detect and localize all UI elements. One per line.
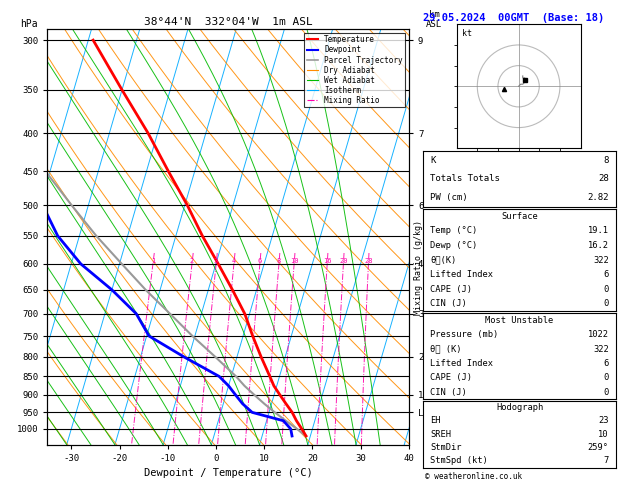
Text: km
ASL: km ASL [426, 10, 442, 29]
Text: Pressure (mb): Pressure (mb) [430, 330, 499, 339]
Text: Surface: Surface [501, 212, 538, 221]
Text: CIN (J): CIN (J) [430, 388, 467, 397]
Text: 0: 0 [603, 388, 609, 397]
Text: 3: 3 [214, 258, 218, 264]
Text: EH: EH [430, 417, 441, 425]
Text: 6: 6 [603, 359, 609, 368]
Text: Totals Totals: Totals Totals [430, 174, 500, 183]
Text: 2.82: 2.82 [587, 193, 609, 202]
Text: Lifted Index: Lifted Index [430, 270, 493, 279]
Text: 29.05.2024  00GMT  (Base: 18): 29.05.2024 00GMT (Base: 18) [423, 13, 604, 23]
Text: 6: 6 [603, 270, 609, 279]
Text: kt: kt [462, 29, 472, 38]
Text: θᴄ (K): θᴄ (K) [430, 345, 462, 353]
Text: K: K [430, 156, 436, 165]
Text: StmDir: StmDir [430, 443, 462, 452]
Text: PW (cm): PW (cm) [430, 193, 468, 202]
Text: Dewp (°C): Dewp (°C) [430, 241, 477, 250]
Text: 0: 0 [603, 373, 609, 382]
Title: 38°44'N  332°04'W  1m ASL: 38°44'N 332°04'W 1m ASL [143, 17, 313, 27]
Text: 322: 322 [593, 256, 609, 264]
Text: 1022: 1022 [587, 330, 609, 339]
Text: 10: 10 [598, 430, 609, 439]
Legend: Temperature, Dewpoint, Parcel Trajectory, Dry Adiabat, Wet Adiabat, Isotherm, Mi: Temperature, Dewpoint, Parcel Trajectory… [304, 33, 405, 107]
Text: 6: 6 [258, 258, 262, 264]
Text: 28: 28 [364, 258, 373, 264]
Text: © weatheronline.co.uk: © weatheronline.co.uk [425, 472, 522, 481]
Text: 259°: 259° [587, 443, 609, 452]
Text: CAPE (J): CAPE (J) [430, 285, 472, 294]
Text: Lifted Index: Lifted Index [430, 359, 493, 368]
Text: Most Unstable: Most Unstable [486, 316, 554, 325]
Text: 8: 8 [603, 156, 609, 165]
Text: 2: 2 [190, 258, 194, 264]
Text: 7: 7 [603, 456, 609, 466]
Text: 19.1: 19.1 [587, 226, 609, 235]
Text: 0: 0 [603, 299, 609, 308]
Text: 8: 8 [277, 258, 281, 264]
Text: 16: 16 [323, 258, 331, 264]
Text: CAPE (J): CAPE (J) [430, 373, 472, 382]
Text: 4: 4 [231, 258, 236, 264]
Text: SREH: SREH [430, 430, 452, 439]
Text: StmSpd (kt): StmSpd (kt) [430, 456, 488, 466]
Text: hPa: hPa [20, 19, 38, 29]
Text: 1: 1 [151, 258, 155, 264]
Text: CIN (J): CIN (J) [430, 299, 467, 308]
Text: 23: 23 [598, 417, 609, 425]
X-axis label: Dewpoint / Temperature (°C): Dewpoint / Temperature (°C) [143, 469, 313, 478]
Text: 10: 10 [290, 258, 298, 264]
Text: 0: 0 [603, 285, 609, 294]
Text: 20: 20 [339, 258, 348, 264]
Text: Hodograph: Hodograph [496, 403, 543, 412]
Text: 322: 322 [593, 345, 609, 353]
Text: 28: 28 [598, 174, 609, 183]
Text: Temp (°C): Temp (°C) [430, 226, 477, 235]
Text: 16.2: 16.2 [587, 241, 609, 250]
Text: Mixing Ratio (g/kg): Mixing Ratio (g/kg) [414, 220, 423, 315]
Text: θᴄ(K): θᴄ(K) [430, 256, 457, 264]
